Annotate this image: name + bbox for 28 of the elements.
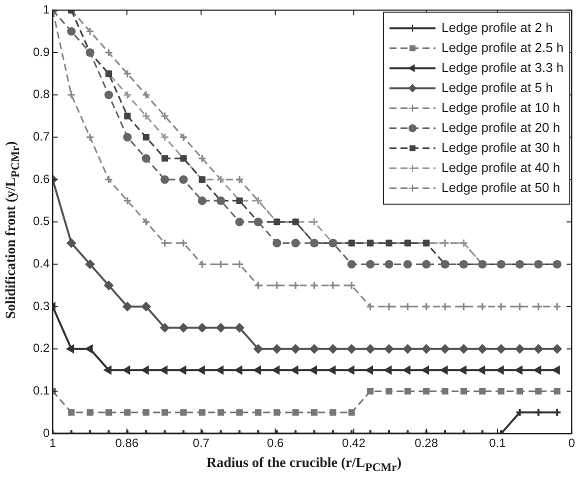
legend-label: Ledge profile at 40 h: [442, 160, 560, 175]
y-tick-label: 0.6: [32, 172, 50, 186]
x-tick-label: 0: [568, 436, 576, 450]
y-tick-label: 0.2: [32, 341, 50, 356]
x-tick-label: 0.1: [489, 436, 506, 450]
y-tick-label: 0.9: [32, 44, 50, 59]
x-axis-title: Radius of the crucible (r/L$_{PCMr}$): [205, 456, 403, 474]
legend-label: Ledge profile at 50 h: [442, 180, 560, 195]
legend-label: Ledge profile at 10 h: [442, 100, 560, 115]
legend-label: Ledge profile at 5 h: [442, 80, 553, 95]
legend-label: Ledge profile at 3.3 h: [442, 60, 564, 75]
y-tick-label: 0.7: [32, 130, 50, 144]
y-tick-label: 0.5: [32, 214, 50, 228]
x-tick-label: 0.86: [115, 436, 139, 450]
x-tick-label: 0.7: [192, 436, 210, 450]
y-tick-label: 0.8: [32, 87, 50, 102]
x-tick-label: 0.6: [266, 436, 284, 450]
legend-label: Ledge profile at 2.5 h: [442, 40, 564, 55]
legend-label: Ledge profile at 2 h: [442, 20, 553, 35]
x-tick-label: 0.42: [342, 436, 366, 450]
y-tick-label: 1: [42, 2, 50, 17]
y-tick-label: 0.1: [32, 384, 50, 398]
legend-label: Ledge profile at 30 h: [442, 140, 560, 155]
y-tick-label: 0.4: [32, 256, 50, 271]
y-tick-label: 0.3: [32, 298, 50, 313]
x-tick-label: 0.28: [414, 436, 438, 450]
legend-label: Ledge profile at 20 h: [442, 120, 560, 135]
y-tick-label: 0: [42, 426, 50, 440]
